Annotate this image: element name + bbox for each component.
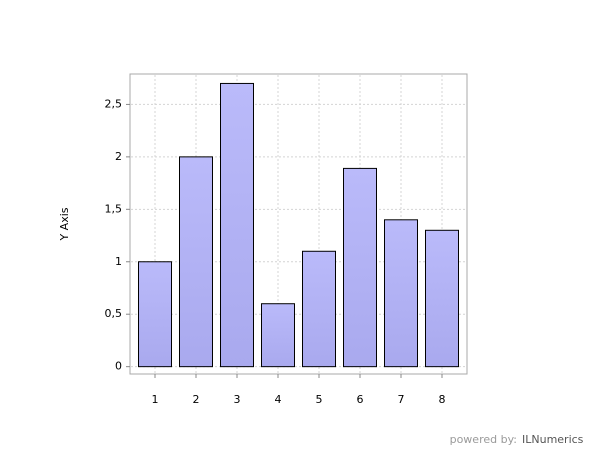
- bar: [384, 219, 418, 368]
- bar: [302, 250, 336, 368]
- x-tick-label: 8: [439, 393, 446, 406]
- x-tick-label: 3: [234, 393, 241, 406]
- y-axis-label: Y Axis: [58, 207, 71, 241]
- x-tick-label: 7: [398, 393, 405, 406]
- bar: [425, 229, 459, 368]
- x-tick-label: 4: [275, 393, 282, 406]
- y-tick-label: 2,5: [105, 97, 123, 110]
- x-tick-label: 1: [152, 393, 159, 406]
- bar: [261, 303, 295, 368]
- y-tick-label: 0,5: [105, 307, 123, 320]
- bar: [179, 156, 213, 368]
- credit-brand: ILNumerics: [522, 433, 584, 446]
- x-tick-label: 2: [193, 393, 200, 406]
- y-tick-label: 1,5: [105, 202, 123, 215]
- credit-prefix: powered by:: [450, 433, 517, 446]
- y-tick-label: 1: [115, 255, 122, 268]
- x-tick-label: 5: [316, 393, 323, 406]
- bar: [138, 261, 172, 368]
- y-tick-label: 0: [115, 360, 122, 373]
- x-tick-label: 6: [357, 393, 364, 406]
- bar: [220, 82, 254, 368]
- bar: [343, 167, 377, 368]
- y-tick-label: 2: [115, 150, 122, 163]
